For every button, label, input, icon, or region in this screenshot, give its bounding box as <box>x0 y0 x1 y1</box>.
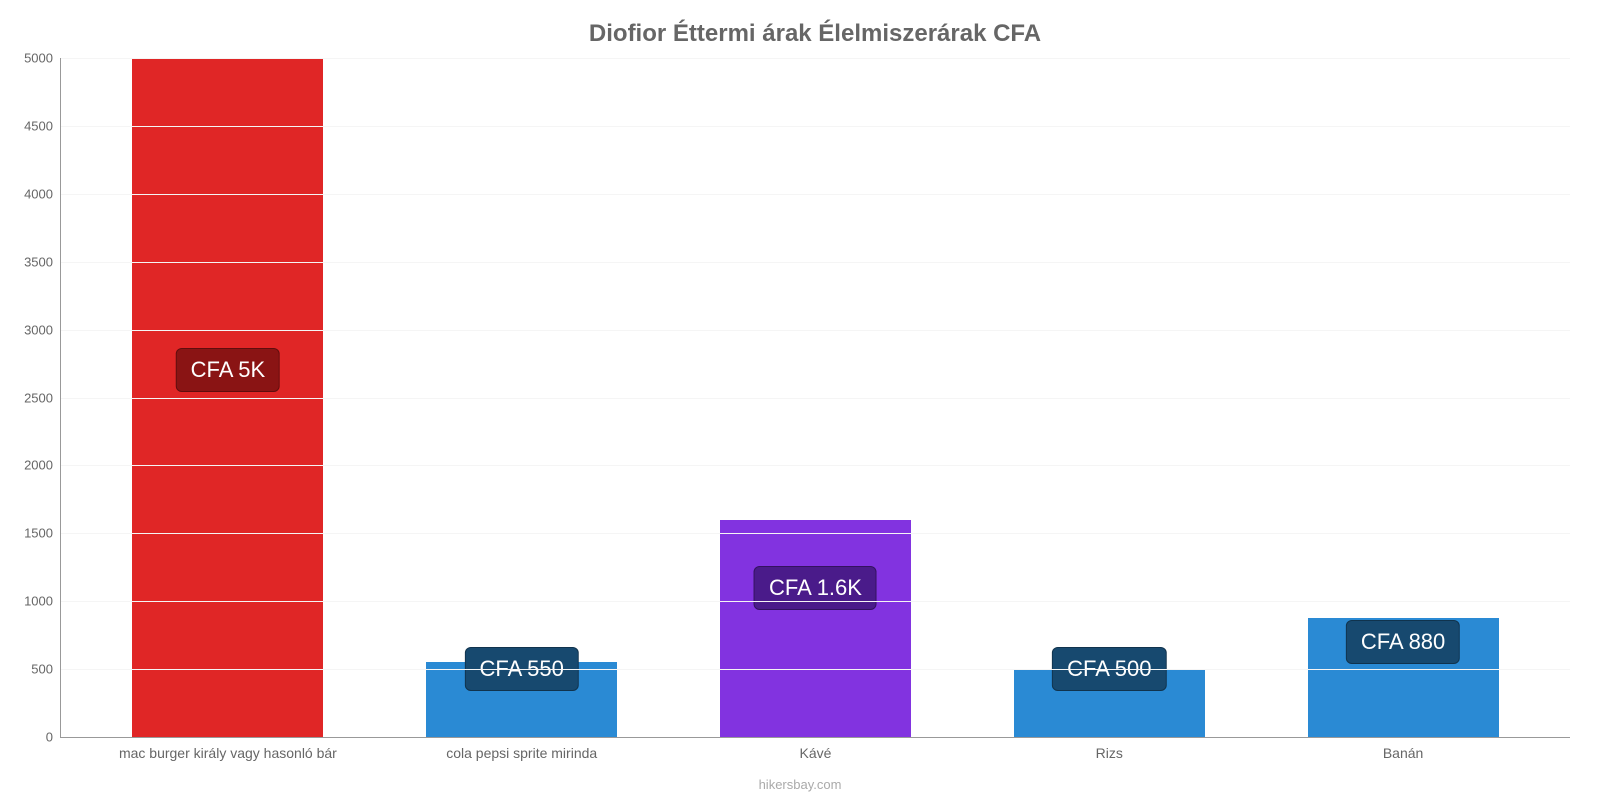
gridline <box>61 262 1570 263</box>
ytick-label: 500 <box>31 662 53 677</box>
ytick-label: 0 <box>46 730 53 745</box>
gridline <box>61 669 1570 670</box>
chart-title: Diofior Éttermi árak Élelmiszerárak CFA <box>60 20 1570 48</box>
xtick-label: Banán <box>1109 745 1600 761</box>
value-badge: CFA 5K <box>176 348 281 392</box>
gridline <box>61 58 1570 59</box>
ytick-label: 2000 <box>24 458 53 473</box>
ytick-label: 4500 <box>24 118 53 133</box>
ytick-label: 1000 <box>24 594 53 609</box>
gridline <box>61 465 1570 466</box>
plot-area: CFA 5Kmac burger király vagy hasonló bár… <box>60 58 1570 738</box>
ytick-label: 1500 <box>24 526 53 541</box>
ytick-label: 3000 <box>24 322 53 337</box>
bar <box>720 520 911 737</box>
value-badge: CFA 880 <box>1346 620 1460 664</box>
price-chart: Diofior Éttermi árak Élelmiszerárak CFA … <box>0 0 1600 800</box>
gridline <box>61 601 1570 602</box>
gridline <box>61 126 1570 127</box>
ytick-label: 4000 <box>24 186 53 201</box>
ytick-label: 3500 <box>24 254 53 269</box>
attribution-text: hikersbay.com <box>0 777 1600 792</box>
value-badge: CFA 1.6K <box>754 566 877 610</box>
ytick-label: 2500 <box>24 390 53 405</box>
gridline <box>61 398 1570 399</box>
gridline <box>61 330 1570 331</box>
gridline <box>61 533 1570 534</box>
ytick-label: 5000 <box>24 51 53 66</box>
gridline <box>61 194 1570 195</box>
